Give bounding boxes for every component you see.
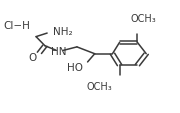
Text: OCH₃: OCH₃: [130, 14, 156, 24]
Text: NH₂: NH₂: [53, 27, 73, 37]
Text: O: O: [28, 52, 36, 62]
Text: Cl−H: Cl−H: [3, 20, 30, 30]
Text: HO: HO: [67, 62, 83, 72]
Text: HN: HN: [51, 47, 67, 57]
Text: OCH₃: OCH₃: [87, 81, 112, 91]
